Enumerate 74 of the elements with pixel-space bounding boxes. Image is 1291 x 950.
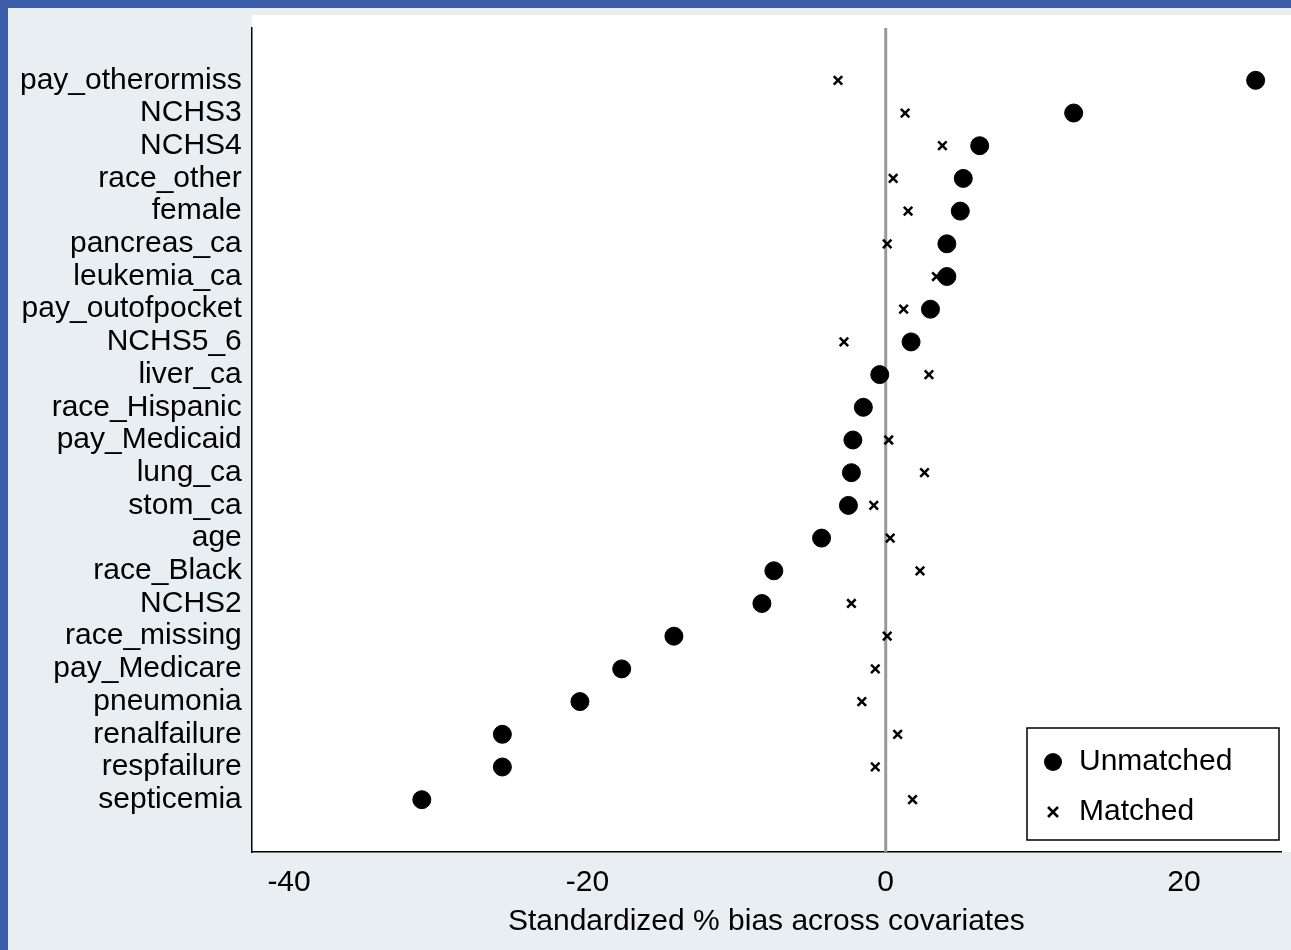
y-tick-label: female [151, 192, 242, 226]
y-tick-label: pay_Medicare [53, 650, 242, 684]
x-tick-label: 20 [1167, 864, 1201, 898]
point [843, 430, 863, 450]
point [838, 495, 858, 515]
point [902, 205, 914, 217]
point [950, 201, 970, 221]
point [892, 728, 904, 740]
point [887, 172, 899, 184]
y-tick-label: respfailure [101, 748, 242, 782]
point [898, 303, 910, 315]
point [664, 626, 684, 646]
point [937, 234, 957, 254]
point [612, 659, 632, 679]
y-tick-label: septicemia [98, 780, 243, 814]
point [868, 499, 880, 511]
point [812, 528, 832, 548]
point [832, 74, 844, 86]
y-tick-label: stom_ca [128, 486, 243, 520]
y-tick-label: race_Black [93, 552, 243, 586]
point [870, 365, 890, 385]
x-tick-label: -20 [565, 864, 610, 898]
point [907, 794, 919, 806]
point [881, 630, 893, 642]
y-tick-label: NCHS3 [140, 94, 242, 128]
point [570, 692, 590, 712]
y-tick-label: pay_Medicaid [56, 421, 242, 455]
point [856, 696, 868, 708]
y-tick-label: NCHS4 [140, 126, 242, 160]
y-tick-label: age [191, 519, 242, 553]
x-tick-label: -40 [267, 864, 311, 898]
point [869, 761, 881, 773]
point [970, 136, 990, 156]
y-tick-label: pancreas_ca [69, 225, 243, 259]
y-tick-label: NCHS5_6 [106, 323, 242, 357]
point [853, 397, 873, 417]
y-tick-label: pay_outofpocket [21, 290, 243, 324]
y-tick-label: NCHS2 [140, 584, 242, 618]
point [492, 757, 512, 777]
point [752, 593, 772, 613]
point [953, 168, 973, 188]
point [919, 467, 930, 479]
y-tick-label: pay_otherormiss [20, 61, 242, 95]
point [914, 565, 926, 577]
point [1246, 70, 1266, 90]
point [841, 463, 861, 483]
point [764, 561, 784, 581]
point [869, 663, 881, 675]
point [492, 724, 512, 744]
y-tick-label: liver_ca [138, 355, 243, 389]
point [838, 336, 850, 348]
legend-label: Unmatched [1079, 743, 1233, 777]
x-axis-title: Standardized % bias across covariates [507, 903, 1025, 937]
point [845, 598, 857, 609]
point [1064, 103, 1084, 123]
point [899, 107, 911, 119]
y-tick-label: pneumonia [93, 682, 243, 716]
y-tick-label: race_missing [65, 617, 242, 651]
x-tick-label: 0 [877, 864, 895, 898]
point [920, 299, 940, 319]
y-tick-label: lung_ca [136, 453, 243, 487]
point [881, 238, 893, 250]
y-tick-label: race_Hispanic [51, 388, 242, 422]
point [412, 790, 432, 810]
point [923, 369, 935, 381]
point [901, 332, 921, 352]
legend-label: Matched [1079, 793, 1195, 827]
y-tick-label: renalfailure [93, 715, 242, 749]
point [884, 532, 896, 544]
point [937, 267, 957, 287]
point [936, 140, 948, 152]
y-tick-label: race_other [98, 159, 242, 193]
point [883, 434, 895, 446]
y-tick-label: leukemia_ca [73, 257, 243, 291]
